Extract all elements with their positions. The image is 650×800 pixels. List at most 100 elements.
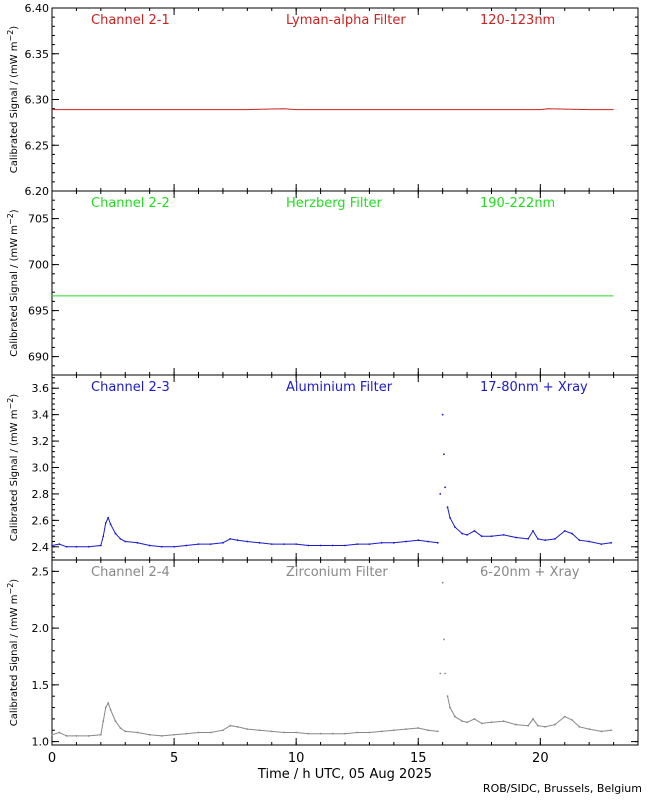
- data-point: [480, 722, 483, 725]
- data-point: [102, 720, 105, 723]
- panel-filter-label: Aluminium Filter: [286, 380, 393, 395]
- data-point: [554, 537, 556, 540]
- data-point: [417, 539, 420, 542]
- data-point: [356, 731, 359, 734]
- data-point: [536, 724, 539, 727]
- data-point: [427, 540, 429, 543]
- x-axis: 0 5 10 15 20: [48, 751, 549, 766]
- x-tick-label: 15: [410, 751, 427, 766]
- data-point: [490, 721, 493, 724]
- panel-filter-label: Lyman-alpha Filter: [286, 13, 406, 28]
- data-point: [319, 544, 322, 547]
- data-point: [515, 723, 517, 726]
- data-point: [99, 733, 102, 736]
- x-tick-label: 10: [288, 751, 305, 766]
- data-point: [461, 532, 464, 535]
- data-point: [563, 530, 566, 532]
- data-point: [102, 535, 105, 538]
- panel-filter-label: Herzberg Filter: [286, 196, 383, 211]
- data-point: [600, 730, 603, 733]
- panel-filter-label: Zirconium Filter: [286, 565, 388, 580]
- y-tick-label: 3.2: [32, 435, 50, 448]
- panel-channel-label: Channel 2-2: [91, 196, 170, 211]
- data-point: [270, 730, 273, 733]
- data-point: [441, 581, 444, 584]
- data-point: [441, 413, 444, 416]
- credit-text: ROB/SIDC, Brussels, Belgium: [483, 782, 642, 795]
- data-point: [453, 715, 456, 718]
- data-point: [578, 539, 581, 542]
- data-point: [209, 543, 212, 546]
- data-point: [554, 723, 556, 726]
- y-tick-label: 700: [28, 259, 49, 272]
- data-point: [58, 731, 61, 734]
- data-point: [75, 735, 78, 737]
- data-point: [75, 545, 78, 548]
- data-point: [209, 731, 212, 734]
- data-point: [173, 545, 175, 548]
- panel-channel-label: Channel 2-1: [91, 13, 170, 28]
- x-tick-label: 5: [170, 751, 178, 766]
- data-point: [392, 541, 395, 544]
- data-point: [571, 719, 573, 721]
- data-point: [222, 541, 224, 544]
- data-point: [368, 731, 371, 734]
- panel-band-label: 120-123nm: [480, 13, 555, 28]
- data-point: [119, 727, 122, 729]
- data-point: [246, 728, 249, 731]
- data-point: [439, 493, 442, 495]
- data-point: [258, 541, 261, 544]
- data-point: [578, 725, 581, 728]
- data-point: [109, 523, 112, 526]
- data-point: [87, 735, 90, 737]
- y-axis-title: Calibrated Signal / (mW m−2): [6, 209, 20, 357]
- y-tick-label: 6.20: [25, 185, 50, 198]
- data-point: [229, 724, 232, 727]
- data-point: [229, 537, 232, 540]
- data-point: [185, 732, 188, 735]
- data-point: [148, 733, 151, 736]
- data-point: [58, 543, 61, 546]
- data-point: [532, 717, 534, 720]
- data-point: [65, 735, 68, 737]
- data-point: [532, 530, 534, 532]
- data-point: [480, 535, 483, 538]
- data-point: [600, 543, 603, 546]
- data-point: [51, 733, 53, 736]
- data-point: [173, 733, 175, 736]
- panels: 6.20 6.25 6.30 6.35 6.40 Calibrated Signal / …: [6, 2, 639, 749]
- data-point: [222, 729, 224, 732]
- data-point: [119, 537, 122, 540]
- data-point: [380, 541, 383, 544]
- y-tick-label: 2.6: [32, 514, 50, 527]
- y-axis-title: Calibrated Signal / (mW m−2): [6, 579, 20, 727]
- data-point: [446, 695, 449, 698]
- data-point: [473, 530, 476, 532]
- data-point: [344, 544, 346, 547]
- data-point: [319, 732, 322, 735]
- data-point: [197, 731, 200, 734]
- data-point: [236, 725, 239, 728]
- data-point: [527, 537, 530, 540]
- panel-3: 2.4 2.6 2.8 3.0 3.2 3.4 3.6 Calibrated Signal /…: [6, 374, 639, 561]
- y-tick-label: 1.0: [32, 736, 50, 749]
- data-point: [405, 728, 407, 731]
- data-point: [442, 638, 445, 641]
- data-point: [246, 540, 249, 543]
- data-point: [124, 540, 127, 543]
- data-point: [405, 540, 407, 543]
- data-point: [114, 532, 117, 535]
- data-point: [307, 732, 310, 735]
- data-point: [527, 724, 530, 727]
- data-point: [124, 730, 127, 733]
- data-point: [87, 545, 90, 548]
- data-point: [444, 486, 447, 489]
- data-point: [380, 730, 383, 733]
- data-point: [436, 730, 439, 733]
- data-point: [442, 453, 445, 456]
- data-point: [136, 731, 139, 734]
- data-point: [107, 516, 110, 519]
- series-line-1: [52, 108, 614, 111]
